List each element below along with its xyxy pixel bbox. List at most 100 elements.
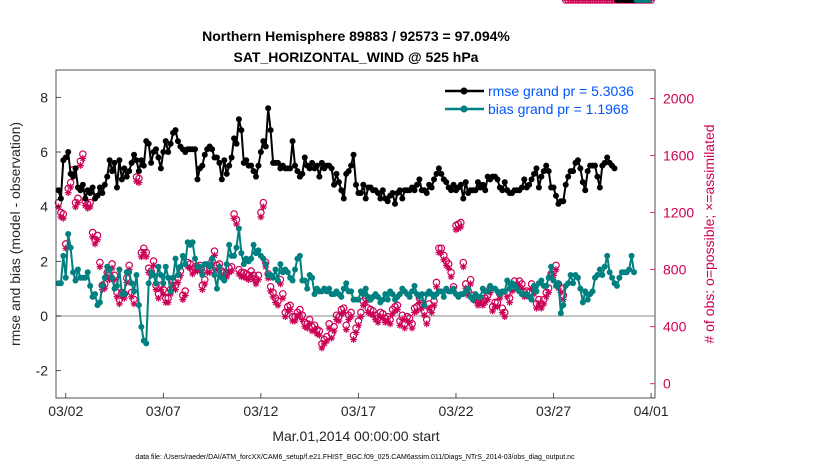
possible-obs-marker	[586, 0, 594, 4]
assimilated-obs-marker	[552, 266, 560, 274]
bias-point	[348, 288, 355, 295]
bias-point	[162, 263, 169, 270]
rmse-point	[545, 168, 552, 175]
rmse-point	[126, 168, 133, 175]
bias-point	[57, 280, 64, 287]
rmse-point	[535, 184, 542, 191]
rmse-point	[199, 162, 206, 169]
bias-point	[70, 269, 77, 276]
assimilated-obs-marker	[206, 269, 214, 276]
rmse-point	[165, 149, 172, 155]
rmse-point	[316, 173, 323, 180]
rmse-point	[111, 159, 118, 166]
possible-obs-marker	[598, 0, 607, 4]
assimilated-obs-marker	[342, 326, 350, 333]
possible-obs-marker	[581, 0, 590, 4]
bias-point	[233, 244, 240, 251]
bias-point	[179, 252, 186, 259]
rmse-point	[528, 176, 535, 183]
possible-obs-marker	[618, 0, 626, 4]
bias-point	[99, 282, 106, 289]
assimilated-obs-marker	[298, 316, 306, 323]
rmse-point	[65, 149, 72, 155]
rmse-point	[243, 157, 250, 164]
rmse-point	[221, 157, 228, 164]
rmse-point	[574, 157, 581, 164]
rmse-point	[157, 165, 164, 172]
bias-point	[116, 266, 123, 273]
assimilated-obs-marker	[413, 307, 421, 315]
bias-point	[182, 261, 189, 268]
assimilated-obs-marker	[459, 263, 467, 271]
assimilated-obs-marker	[340, 309, 348, 316]
rmse-point	[155, 154, 162, 161]
assimilated-obs-marker	[296, 310, 304, 318]
bias-point	[206, 263, 213, 270]
rmse-point	[577, 165, 584, 172]
bias-point	[177, 263, 184, 270]
bias-point	[601, 263, 608, 270]
bias-point	[418, 291, 425, 298]
y-axis-label-right: # of obs: o=possible; ×=assimilated	[701, 124, 717, 343]
x-axis: 03/02 03/07 03/12 03/17 03/22 03/27 04/01	[48, 393, 669, 419]
rmse-point	[194, 176, 201, 183]
possible-obs-marker	[610, 0, 619, 4]
assimilated-obs-marker	[76, 162, 84, 169]
bias-point	[616, 274, 623, 281]
bias-point	[211, 272, 218, 278]
right-axis: 0 400 800 1200 1600 2000	[650, 91, 694, 392]
bias-point	[172, 255, 179, 262]
y-tick-label: 2	[40, 253, 48, 269]
rmse-point	[357, 190, 364, 196]
possible-obs-marker	[632, 0, 641, 4]
rmse-point	[604, 154, 611, 161]
bias-point	[311, 291, 318, 298]
rmse-point	[89, 184, 96, 191]
bias-point	[270, 274, 277, 281]
bias-point	[477, 293, 484, 300]
rmse-point	[462, 179, 469, 186]
assimilated-obs-marker	[135, 179, 143, 187]
assimilated-obs-marker	[91, 240, 99, 248]
rmse-point	[148, 159, 155, 166]
rmse-point	[596, 184, 603, 191]
rmse-point	[499, 187, 506, 194]
chart-title: Northern Hemisphere 89883 / 92573 = 97.0…	[202, 28, 510, 44]
rmse-point	[223, 170, 230, 177]
rmse-point	[423, 190, 430, 196]
bias-point	[604, 252, 611, 259]
possible-obs-marker	[576, 0, 585, 4]
rmse-point	[70, 173, 77, 180]
assimilated-obs-marker	[347, 313, 355, 321]
rmse-point	[560, 198, 567, 205]
bias-point	[145, 280, 152, 287]
rmse-point	[216, 159, 223, 166]
possible-obs-marker	[561, 0, 570, 4]
bias-point	[216, 263, 223, 270]
assimilated-obs-marker	[259, 203, 267, 211]
rmse-point	[333, 170, 340, 177]
bias-point	[555, 280, 562, 287]
assimilated-obs-marker	[457, 223, 465, 231]
rmse-point	[287, 165, 294, 172]
rmse-point	[433, 170, 440, 177]
bias-point	[596, 266, 603, 273]
assimilated-obs-marker	[89, 233, 96, 241]
bias-point	[548, 263, 555, 270]
rmse-point	[235, 116, 242, 123]
x-tick-label: 03/12	[243, 403, 278, 419]
right-tick-label: 1600	[663, 148, 694, 164]
x-tick-label: 03/22	[438, 403, 473, 419]
bias-point	[238, 250, 245, 257]
x-axis-label: Mar.01,2014 00:00:00 start	[272, 428, 439, 444]
rmse-point	[294, 168, 301, 175]
y-tick-label: -2	[36, 363, 49, 379]
bias-point	[550, 277, 557, 284]
rmse-point	[338, 187, 345, 194]
rmse-point	[87, 190, 94, 196]
bias-point	[221, 277, 228, 284]
rmse-point	[550, 184, 557, 191]
bias-point	[574, 274, 581, 281]
possible-obs-marker	[588, 0, 597, 4]
rmse-point	[172, 127, 179, 134]
